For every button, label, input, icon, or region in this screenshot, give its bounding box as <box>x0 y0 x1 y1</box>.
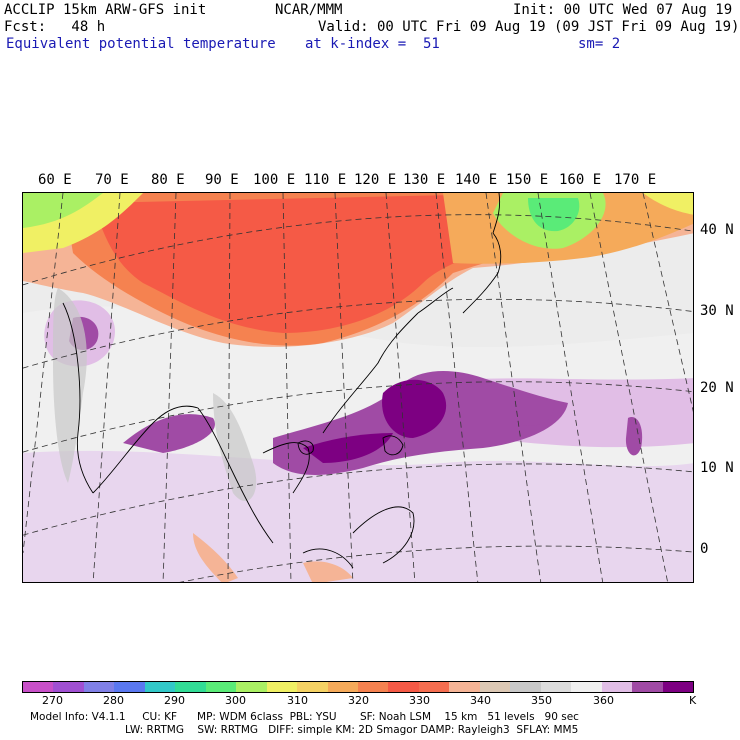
lon-label: 90 E <box>205 172 239 188</box>
colorbar-swatch <box>388 682 419 692</box>
lon-label: 170 E <box>614 172 657 188</box>
lat-label: 0 <box>700 541 709 557</box>
field-name: Equivalent potential temperature <box>6 36 276 52</box>
colorbar-label: 270 <box>42 694 63 707</box>
lon-label: 100 E <box>253 172 296 188</box>
colorbar-swatch <box>418 682 450 692</box>
lon-label: 130 E <box>403 172 446 188</box>
lon-label: 70 E <box>95 172 129 188</box>
lat-label: 10 N <box>700 460 734 476</box>
level-index: at k-index = 51 <box>305 36 440 52</box>
lon-label: 120 E <box>354 172 397 188</box>
colorbar-swatch <box>83 682 115 692</box>
colorbar-swatch <box>114 682 145 692</box>
colorbar-swatch <box>571 682 602 692</box>
lon-label: 80 E <box>151 172 185 188</box>
colorbar-label: 280 <box>103 694 124 707</box>
colorbar-swatch <box>449 682 480 692</box>
colorbar-swatch <box>540 682 572 692</box>
valid-time: Valid: 00 UTC Fri 09 Aug 19 (09 JST Fri … <box>318 19 740 35</box>
lon-label: 160 E <box>559 172 602 188</box>
colorbar-label: 320 <box>348 694 369 707</box>
lat-label: 20 N <box>700 380 734 396</box>
theta-e-map <box>22 192 694 583</box>
colorbar-unit: K <box>689 694 697 707</box>
colorbar-swatch <box>327 682 358 692</box>
model-info-line1: Model Info: V4.1.1 CU: KF MP: WDM 6class… <box>30 711 579 723</box>
smoothing-value: sm= 2 <box>578 36 621 52</box>
colorbar-swatch <box>357 682 389 692</box>
colorbar-label: 310 <box>287 694 308 707</box>
colorbar-swatch <box>205 682 237 692</box>
model-info-line2: LW: RRTMG SW: RRTMG DIFF: simple KM: 2D … <box>125 724 579 736</box>
forecast-hour: Fcst: 48 h <box>4 19 106 35</box>
colorbar-swatch <box>175 682 206 692</box>
colorbar-swatch <box>266 682 298 692</box>
colorbar-swatch <box>601 682 633 692</box>
map-field <box>23 193 693 582</box>
colorbar-label: 340 <box>470 694 491 707</box>
colorbar-swatch <box>53 682 84 692</box>
colorbar-label: 290 <box>164 694 185 707</box>
colorbar-swatch <box>632 682 663 692</box>
colorbar-label: 300 <box>225 694 246 707</box>
lat-label: 40 N <box>700 222 734 238</box>
lon-label: 60 E <box>38 172 72 188</box>
colorbar-swatch <box>297 682 328 692</box>
colorbar-swatch <box>23 682 54 692</box>
colorbar-swatch <box>662 682 693 692</box>
model-title: ACCLIP 15km ARW-GFS init <box>4 2 207 18</box>
init-time: Init: 00 UTC Wed 07 Aug 19 <box>513 2 733 18</box>
colorbar-swatch <box>479 682 511 692</box>
org-label: NCAR/MMM <box>275 2 343 18</box>
lon-label: 110 E <box>304 172 347 188</box>
colorbar-swatch <box>510 682 541 692</box>
colorbar-label: 350 <box>531 694 552 707</box>
colorbar <box>22 681 694 693</box>
colorbar-label: 360 <box>593 694 614 707</box>
colorbar-swatch <box>144 682 176 692</box>
colorbar-label: 330 <box>409 694 430 707</box>
lon-label: 150 E <box>506 172 549 188</box>
lat-label: 30 N <box>700 303 734 319</box>
lon-label: 140 E <box>455 172 498 188</box>
colorbar-swatch <box>236 682 267 692</box>
